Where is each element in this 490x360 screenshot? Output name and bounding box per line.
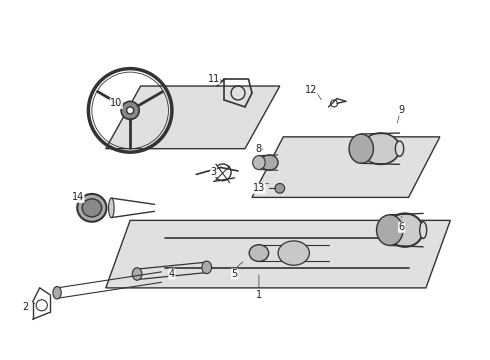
Ellipse shape: [387, 213, 423, 247]
Ellipse shape: [82, 199, 101, 217]
Ellipse shape: [249, 245, 269, 261]
Text: 9: 9: [398, 105, 405, 116]
Ellipse shape: [362, 133, 400, 164]
Ellipse shape: [420, 222, 427, 238]
Polygon shape: [106, 220, 450, 288]
Ellipse shape: [53, 287, 61, 299]
Circle shape: [121, 102, 139, 120]
Text: 10: 10: [110, 98, 122, 108]
Polygon shape: [106, 86, 280, 149]
Ellipse shape: [261, 155, 278, 170]
Text: 3: 3: [211, 167, 217, 177]
Text: 12: 12: [305, 85, 318, 95]
Ellipse shape: [395, 141, 404, 156]
Text: 13: 13: [253, 183, 265, 193]
Text: 2: 2: [23, 302, 29, 312]
Polygon shape: [252, 137, 440, 197]
Ellipse shape: [349, 134, 373, 163]
Text: 14: 14: [72, 192, 84, 202]
Ellipse shape: [132, 268, 142, 280]
Text: 8: 8: [256, 144, 262, 154]
Ellipse shape: [278, 241, 309, 265]
Text: 11: 11: [208, 74, 220, 84]
Ellipse shape: [109, 198, 114, 217]
Text: 5: 5: [231, 269, 238, 279]
Text: 4: 4: [169, 269, 175, 279]
Ellipse shape: [202, 261, 212, 274]
Text: 1: 1: [256, 290, 262, 300]
Circle shape: [127, 107, 134, 114]
Text: 6: 6: [398, 222, 405, 232]
Circle shape: [275, 184, 285, 193]
Ellipse shape: [253, 156, 265, 170]
Ellipse shape: [376, 215, 403, 246]
Ellipse shape: [77, 194, 106, 222]
